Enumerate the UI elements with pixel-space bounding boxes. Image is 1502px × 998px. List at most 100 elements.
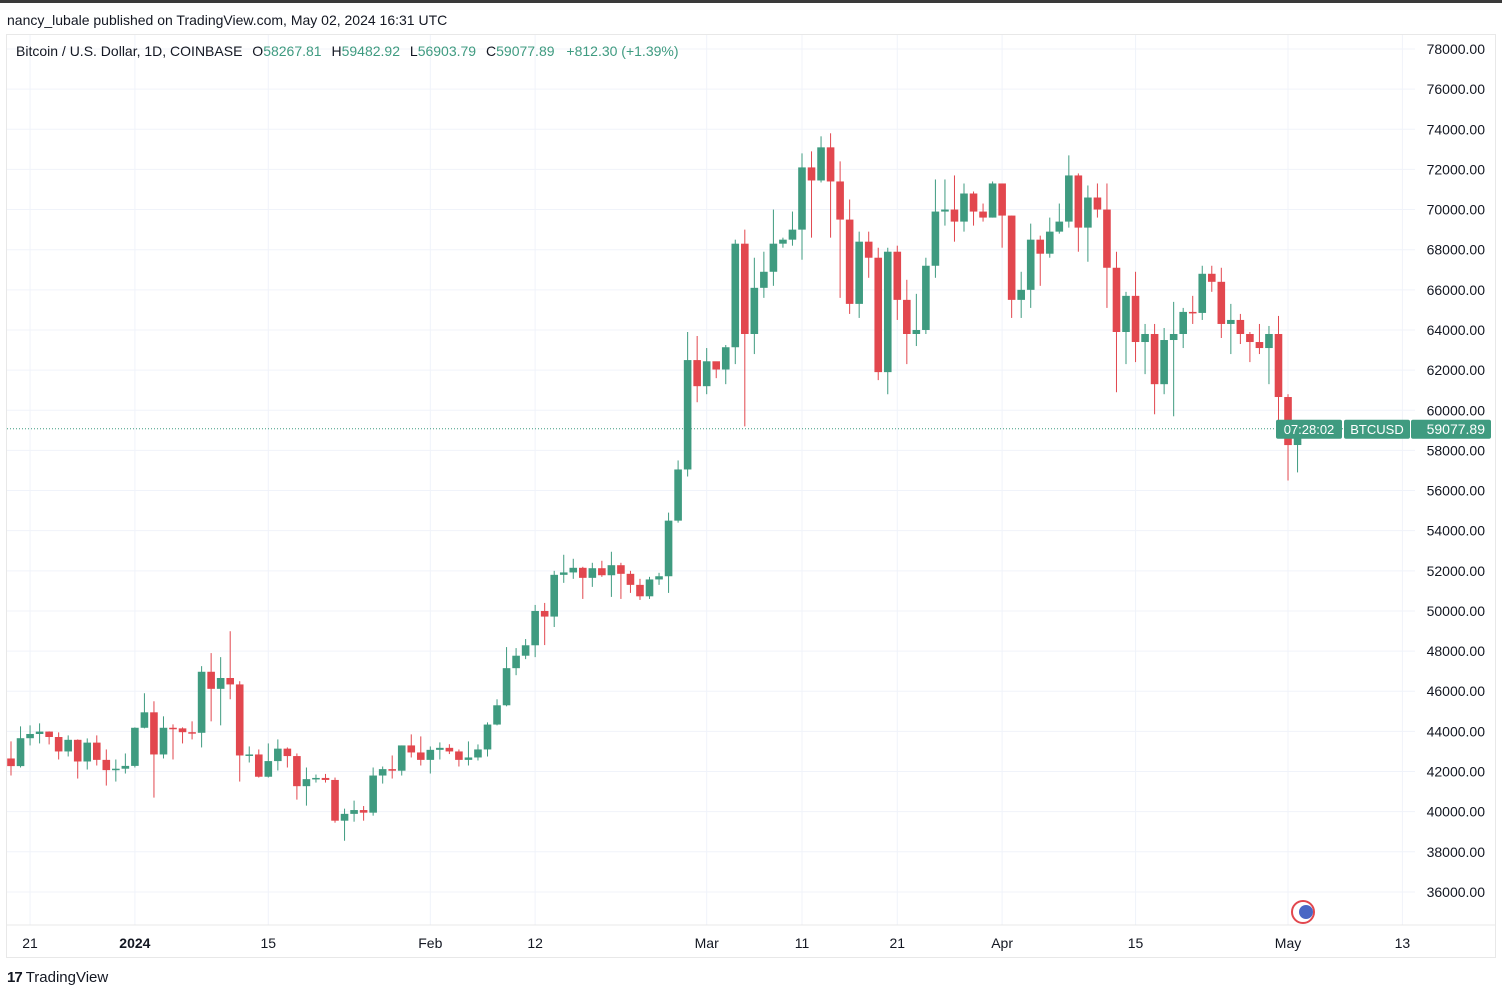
candle-body (7, 758, 15, 767)
candle (741, 229, 749, 427)
candle (826, 133, 835, 238)
candle (817, 136, 825, 183)
candle-body (359, 810, 368, 813)
candle-body (321, 777, 330, 780)
close-label: C (486, 43, 497, 59)
candle (883, 247, 892, 395)
y-tick-label: 46000.00 (1427, 683, 1486, 699)
candle-body (83, 742, 92, 762)
candle (159, 716, 168, 759)
candle (407, 734, 416, 758)
candle (998, 183, 1006, 248)
candle (760, 251, 768, 298)
candle (1255, 323, 1264, 355)
candle-body (436, 747, 444, 750)
candle (302, 767, 311, 806)
candle (521, 639, 530, 660)
symbol-title: Bitcoin / U.S. Dollar, 1D, COINBASE (16, 43, 243, 59)
candle-body (836, 181, 844, 220)
candle-body (283, 748, 292, 757)
candle (1084, 185, 1092, 262)
high-value: 59482.92 (341, 43, 401, 59)
candle-body (112, 768, 120, 771)
high-label: H (331, 43, 342, 59)
candle (721, 345, 730, 385)
candle-body (502, 668, 511, 706)
candle-body (254, 754, 263, 777)
candle (1198, 265, 1207, 320)
candle-body (64, 739, 72, 752)
candle (864, 231, 873, 278)
x-tick-label: 13 (1395, 935, 1411, 951)
candle-body (807, 167, 816, 181)
candle (607, 551, 616, 597)
candle (1169, 301, 1178, 417)
candle-body (35, 731, 44, 734)
candle-body (1084, 197, 1092, 228)
candle-body (969, 193, 978, 212)
x-tick-label: Feb (418, 935, 442, 951)
candle (588, 562, 597, 587)
candle-body (131, 727, 139, 766)
x-tick-label: 11 (795, 935, 810, 951)
candle (931, 179, 940, 278)
candle-body (645, 579, 654, 597)
candle-body (197, 671, 206, 733)
footer-brand[interactable]: 17 TradingView (7, 969, 108, 986)
candle-body (664, 520, 673, 577)
candle (1017, 271, 1025, 318)
candle-body (16, 738, 25, 767)
candle-body (207, 671, 215, 689)
candle (540, 602, 549, 646)
candle (626, 570, 635, 593)
y-tick-label: 72000.00 (1427, 161, 1486, 177)
candle (397, 745, 406, 776)
candle (16, 726, 25, 768)
candle-body (245, 754, 254, 756)
candle-body (407, 745, 416, 753)
candle-body (54, 736, 63, 752)
candle-body (159, 727, 168, 755)
candle-body (1065, 175, 1073, 222)
candle (598, 560, 606, 577)
candle-body (912, 329, 921, 334)
candle (455, 749, 463, 767)
candle (569, 558, 578, 579)
candle (216, 657, 225, 726)
candle (245, 746, 254, 763)
candle-body (235, 684, 244, 756)
candle-body (903, 299, 911, 334)
x-tick-label: 21 (22, 935, 38, 951)
candle-body (350, 810, 358, 814)
candle-body (883, 251, 892, 373)
candle (35, 723, 44, 744)
candle (7, 741, 15, 776)
candle (712, 361, 721, 379)
candle (1274, 315, 1283, 429)
candle-body (1217, 281, 1226, 324)
candle (1103, 183, 1111, 308)
candle (1265, 325, 1273, 385)
y-tick-label: 54000.00 (1427, 523, 1486, 539)
candle (150, 701, 158, 798)
candle (1236, 313, 1245, 345)
candle (941, 179, 949, 226)
y-tick-label: 42000.00 (1427, 764, 1486, 780)
y-tick-label: 74000.00 (1427, 121, 1486, 137)
candle (1179, 307, 1187, 349)
bar-countdown: 07:28:02 (1284, 422, 1335, 437)
candle-body (312, 777, 320, 780)
candle-body (559, 572, 568, 575)
candle-body (150, 712, 158, 755)
open-value: 58267.81 (263, 43, 322, 59)
candle-body (1265, 333, 1273, 349)
candle (550, 570, 559, 628)
x-tick-label: 15 (261, 935, 277, 951)
candle-body (950, 209, 959, 222)
candle (893, 245, 902, 320)
candle-body (988, 183, 997, 218)
candle-body (340, 813, 349, 821)
candle-body (1131, 295, 1140, 343)
candle-body (140, 712, 149, 728)
